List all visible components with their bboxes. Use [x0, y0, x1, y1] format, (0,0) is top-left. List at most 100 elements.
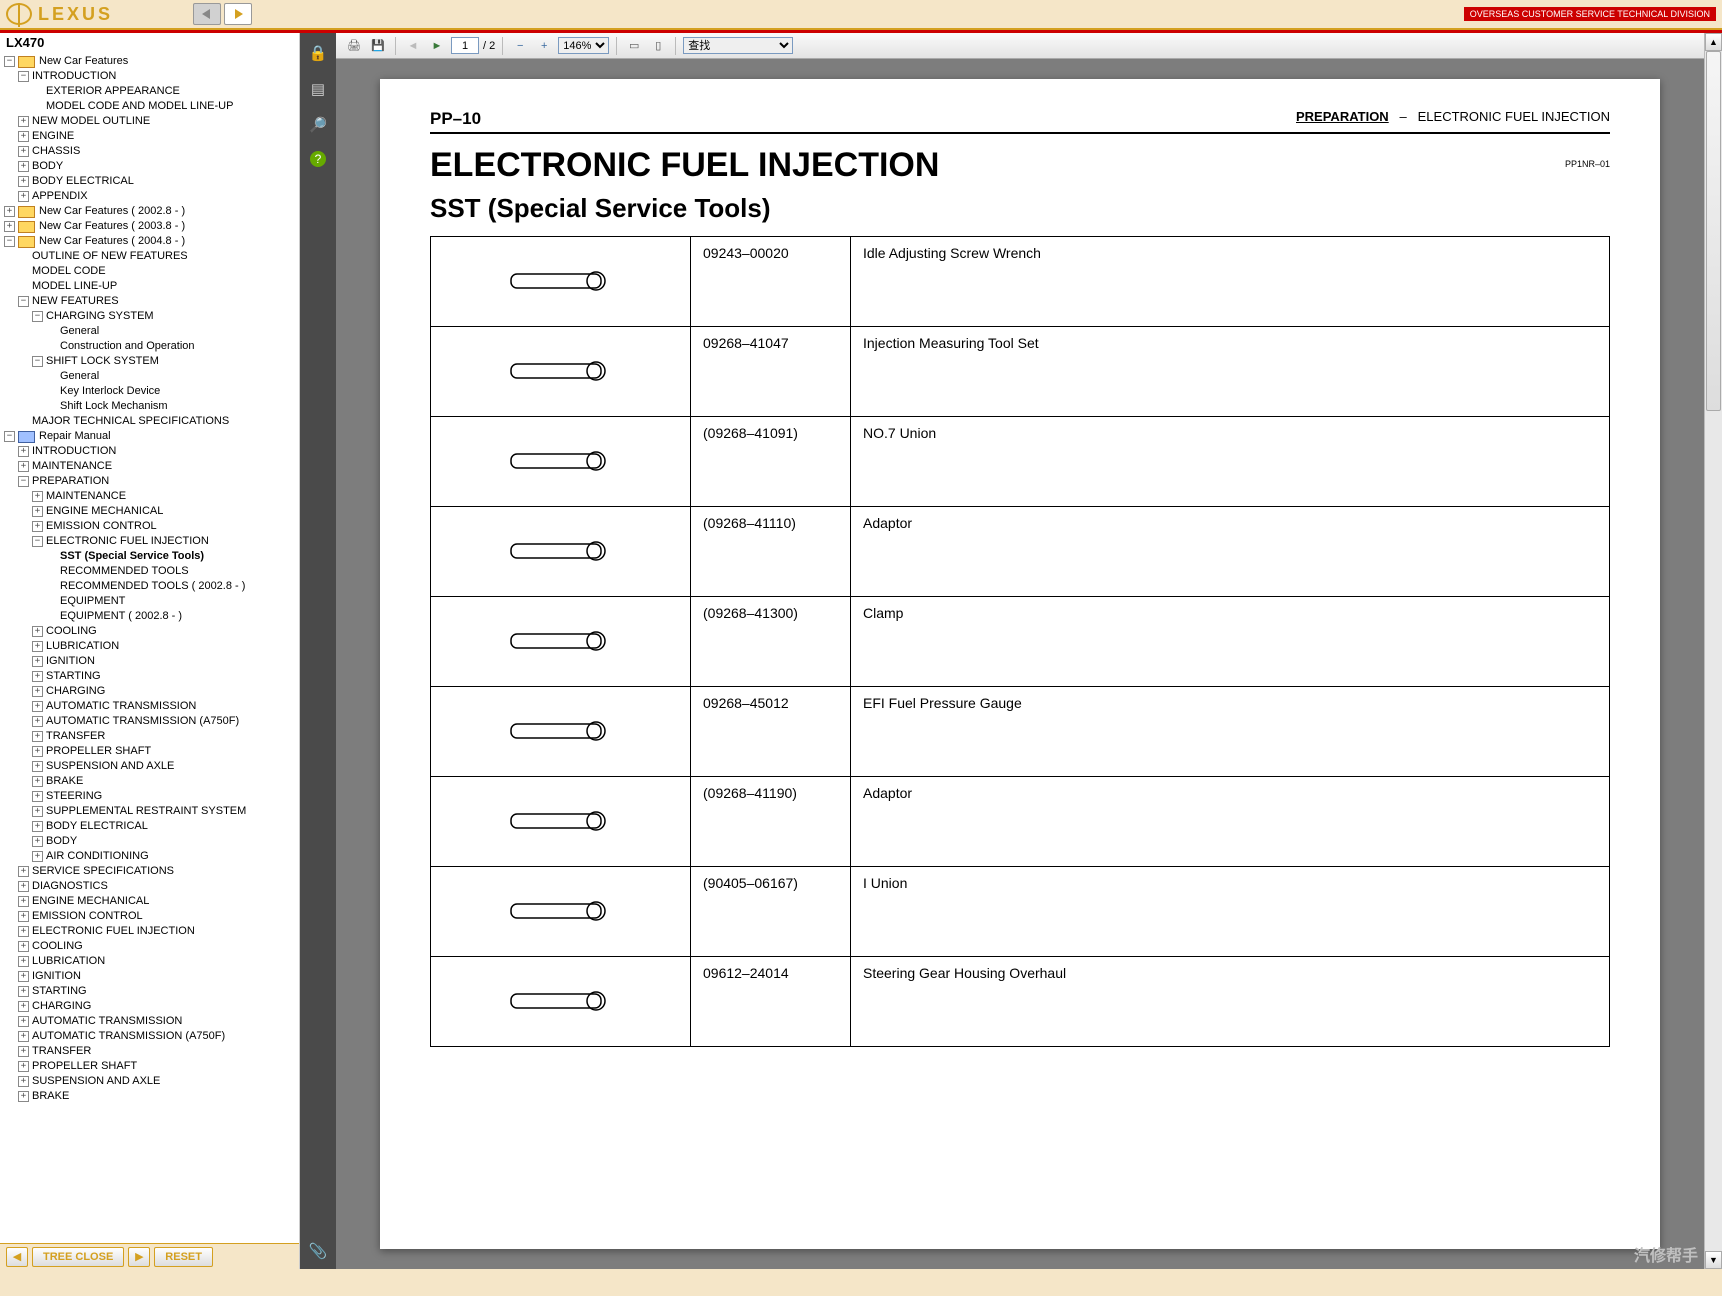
tree-item[interactable]: SST (Special Service Tools) [4, 549, 299, 564]
expand-icon[interactable] [18, 1046, 29, 1057]
collapse-icon[interactable] [4, 431, 15, 442]
expand-icon[interactable] [18, 161, 29, 172]
prev-page-icon[interactable]: ◄ [403, 36, 423, 56]
next-page-icon[interactable]: ► [427, 36, 447, 56]
collapse-icon[interactable] [4, 236, 15, 247]
tree-item[interactable]: Shift Lock Mechanism [4, 399, 299, 414]
tree-item[interactable]: EMISSION CONTROL [4, 909, 299, 924]
expand-icon[interactable] [32, 626, 43, 637]
expand-icon[interactable] [18, 926, 29, 937]
collapse-icon[interactable] [18, 71, 29, 82]
reset-button[interactable]: RESET [154, 1247, 213, 1267]
zoom-out-icon[interactable]: − [510, 36, 530, 56]
tree-item[interactable]: General [4, 324, 299, 339]
nav-back-button[interactable] [193, 3, 221, 25]
tree-item[interactable]: CHARGING [4, 684, 299, 699]
tree-item[interactable]: APPENDIX [4, 189, 299, 204]
tree-item[interactable]: PREPARATION [4, 474, 299, 489]
tree-item[interactable]: BRAKE [4, 774, 299, 789]
tree-item[interactable]: General [4, 369, 299, 384]
tree-item[interactable]: LUBRICATION [4, 954, 299, 969]
expand-icon[interactable] [18, 866, 29, 877]
collapse-icon[interactable] [18, 476, 29, 487]
expand-icon[interactable] [18, 956, 29, 967]
scroll-up-button[interactable]: ▲ [1705, 33, 1722, 51]
tree-item[interactable]: COOLING [4, 624, 299, 639]
expand-icon[interactable] [18, 911, 29, 922]
tree-item[interactable]: SHIFT LOCK SYSTEM [4, 354, 299, 369]
search-select[interactable]: 查找 [683, 37, 793, 54]
vertical-scrollbar[interactable]: ▲ ▼ [1704, 33, 1722, 1269]
tree-item[interactable]: New Car Features ( 2004.8 - ) [4, 234, 299, 249]
expand-icon[interactable] [32, 851, 43, 862]
expand-icon[interactable] [32, 836, 43, 847]
tree-item[interactable]: New Car Features ( 2002.8 - ) [4, 204, 299, 219]
expand-icon[interactable] [18, 1001, 29, 1012]
tree-item[interactable]: PROPELLER SHAFT [4, 744, 299, 759]
save-icon[interactable]: 💾 [368, 36, 388, 56]
binoculars-icon[interactable]: 🔎 [308, 115, 328, 135]
tree-item[interactable]: SERVICE SPECIFICATIONS [4, 864, 299, 879]
expand-icon[interactable] [18, 896, 29, 907]
tree-item[interactable]: MODEL CODE AND MODEL LINE-UP [4, 99, 299, 114]
expand-icon[interactable] [18, 941, 29, 952]
tree-item[interactable]: MAINTENANCE [4, 459, 299, 474]
tree-item[interactable]: SUSPENSION AND AXLE [4, 1074, 299, 1089]
tree-item[interactable]: AUTOMATIC TRANSMISSION [4, 699, 299, 714]
tree-item[interactable]: TRANSFER [4, 1044, 299, 1059]
expand-icon[interactable] [18, 1031, 29, 1042]
zoom-select[interactable]: 146% [558, 37, 609, 54]
tree-prev-button[interactable]: ◀ [6, 1247, 28, 1267]
tree-item[interactable]: OUTLINE OF NEW FEATURES [4, 249, 299, 264]
tree-item[interactable]: ELECTRONIC FUEL INJECTION [4, 534, 299, 549]
tree-item[interactable]: TRANSFER [4, 729, 299, 744]
lock-icon[interactable]: 🔒 [308, 43, 328, 63]
tree-item[interactable]: Construction and Operation [4, 339, 299, 354]
expand-icon[interactable] [32, 731, 43, 742]
expand-icon[interactable] [18, 461, 29, 472]
tree-item[interactable]: MODEL LINE-UP [4, 279, 299, 294]
expand-icon[interactable] [18, 881, 29, 892]
tree-item[interactable]: IGNITION [4, 654, 299, 669]
tree-item[interactable]: CHARGING SYSTEM [4, 309, 299, 324]
expand-icon[interactable] [18, 1076, 29, 1087]
tree-item[interactable]: ENGINE MECHANICAL [4, 894, 299, 909]
fit-page-icon[interactable]: ▭ [624, 36, 644, 56]
tree-item[interactable]: AIR CONDITIONING [4, 849, 299, 864]
expand-icon[interactable] [18, 446, 29, 457]
tree-item[interactable]: EMISSION CONTROL [4, 519, 299, 534]
expand-icon[interactable] [18, 1016, 29, 1027]
expand-icon[interactable] [18, 1061, 29, 1072]
expand-icon[interactable] [32, 716, 43, 727]
navigation-tree[interactable]: New Car FeaturesINTRODUCTIONEXTERIOR APP… [0, 52, 299, 1243]
expand-icon[interactable] [32, 491, 43, 502]
expand-icon[interactable] [32, 806, 43, 817]
tree-item[interactable]: INTRODUCTION [4, 69, 299, 84]
expand-icon[interactable] [32, 506, 43, 517]
tree-item[interactable]: IGNITION [4, 969, 299, 984]
tree-item[interactable]: Repair Manual [4, 429, 299, 444]
tree-item[interactable]: DIAGNOSTICS [4, 879, 299, 894]
tree-item[interactable]: NEW FEATURES [4, 294, 299, 309]
scroll-thumb[interactable] [1706, 51, 1721, 411]
tree-item[interactable]: STARTING [4, 669, 299, 684]
tree-item[interactable]: INTRODUCTION [4, 444, 299, 459]
tree-item[interactable]: RECOMMENDED TOOLS ( 2002.8 - ) [4, 579, 299, 594]
expand-icon[interactable] [4, 206, 15, 217]
page-number-input[interactable] [451, 37, 479, 54]
tree-item[interactable]: MAINTENANCE [4, 489, 299, 504]
tree-item[interactable]: RECOMMENDED TOOLS [4, 564, 299, 579]
expand-icon[interactable] [18, 971, 29, 982]
expand-icon[interactable] [4, 221, 15, 232]
tree-item[interactable]: CHARGING [4, 999, 299, 1014]
tree-item[interactable]: BODY ELECTRICAL [4, 174, 299, 189]
expand-icon[interactable] [18, 131, 29, 142]
expand-icon[interactable] [32, 686, 43, 697]
collapse-icon[interactable] [32, 536, 43, 547]
expand-icon[interactable] [32, 656, 43, 667]
tree-item[interactable]: STARTING [4, 984, 299, 999]
tree-item[interactable]: CHASSIS [4, 144, 299, 159]
tree-item[interactable]: AUTOMATIC TRANSMISSION (A750F) [4, 714, 299, 729]
tree-item[interactable]: BODY [4, 834, 299, 849]
expand-icon[interactable] [32, 641, 43, 652]
